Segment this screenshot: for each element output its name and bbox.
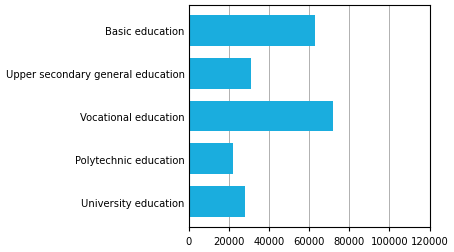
Bar [189,58,251,89]
Bar [189,144,233,175]
Bar [189,187,245,217]
Bar [189,101,333,132]
Bar [189,16,315,46]
